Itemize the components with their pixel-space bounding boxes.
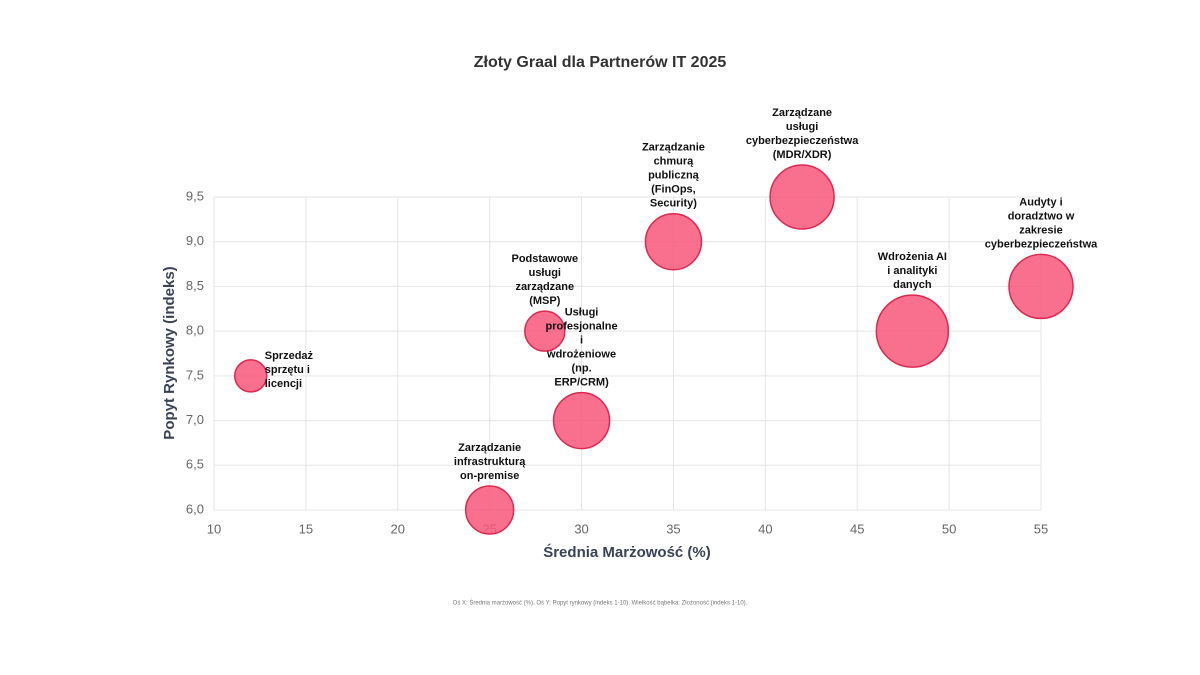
x-tick-label: 45 [850, 521, 864, 536]
bubble-label: danych [893, 279, 932, 291]
bubble-label: profesjonalne [545, 320, 617, 332]
bubble-label: usługi [786, 121, 818, 133]
bubble-label: usługi [529, 267, 561, 279]
bubble-label: zakresie [1019, 224, 1062, 236]
x-axis-label: Średnia Marżowość (%) [543, 543, 711, 561]
bubble-label: Security) [650, 198, 697, 210]
x-tick-label: 55 [1034, 521, 1048, 536]
bubble-label: sprzętu i [265, 364, 310, 376]
bubble [644, 212, 703, 271]
bubble-label: (MDR/XDR) [773, 149, 832, 161]
bubble-label: wdrożeniowe [546, 348, 616, 360]
y-tick-label: 9,5 [186, 188, 204, 203]
y-tick-label: 6,0 [186, 501, 204, 516]
bubble-label: doradztwo w [1008, 210, 1075, 222]
bubble-label: Audyty i [1019, 196, 1062, 208]
bubble-label: Sprzedaż [265, 350, 314, 362]
x-tick-label: 10 [207, 521, 221, 536]
y-tick-label: 7,5 [186, 367, 204, 382]
y-axis-label: Popyt Rynkowy (indeks) [161, 266, 178, 439]
bubble-label: Zarządzanie [642, 142, 705, 154]
y-tick-label: 7,0 [186, 412, 204, 427]
bubble [769, 164, 835, 230]
bubble-label: on-premise [460, 470, 519, 482]
bubble-label: cyberbezpieczeństwa [985, 238, 1098, 250]
bubble-label: i [580, 334, 583, 346]
y-tick-label: 9,0 [186, 233, 204, 248]
x-tick-label: 40 [758, 521, 772, 536]
x-tick-label: 15 [299, 521, 313, 536]
bubble-label: i analityki [887, 265, 937, 277]
bubble-label: chmurą [654, 156, 695, 168]
bubble [1008, 253, 1074, 320]
bubble-label: licencji [265, 378, 302, 390]
bubble-label: infrastrukturą [454, 456, 526, 468]
bubble-label: Zarządzane [772, 107, 832, 119]
bubble [234, 359, 268, 393]
x-tick-label: 30 [574, 521, 588, 536]
bubble-label: (MSP) [529, 295, 561, 307]
bubble [464, 485, 515, 535]
y-tick-label: 6,5 [186, 457, 204, 472]
bubble-label: Zarządzanie [458, 442, 521, 454]
bubble-label: (np. [571, 362, 591, 374]
x-tick-label: 50 [942, 521, 956, 536]
bubble-label: Usługi [565, 306, 599, 318]
footnote: Oś X: Średnia marżowość (%). Oś Y: Popyt… [453, 599, 748, 607]
x-tick-label: 20 [391, 521, 405, 536]
bubble-label: publiczną [648, 170, 700, 182]
y-tick-label: 8,0 [186, 323, 204, 338]
chart-title: Złoty Graal dla Partnerów IT 2025 [474, 54, 727, 71]
bubble-label: ERP/CRM) [554, 376, 609, 388]
x-tick-label: 35 [666, 521, 680, 536]
bubble-label: (FinOps, [651, 184, 696, 196]
bubble [552, 391, 611, 450]
bubble [875, 294, 950, 368]
bubble-label: zarządzane [515, 281, 574, 293]
bubble [524, 310, 566, 352]
bubble-label: cyberbezpieczeństwa [746, 135, 859, 147]
bubble-label: Podstawowe [511, 253, 578, 265]
y-tick-label: 8,5 [186, 278, 204, 293]
bubble-label: Wdrożenia AI [878, 251, 947, 263]
